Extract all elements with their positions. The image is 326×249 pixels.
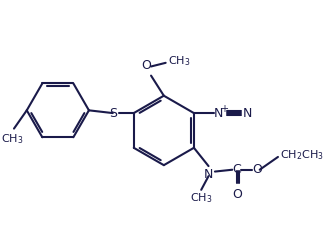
Text: CH$_3$: CH$_3$ bbox=[190, 192, 213, 205]
Text: N: N bbox=[204, 168, 213, 181]
Text: N: N bbox=[242, 107, 252, 120]
Text: O: O bbox=[232, 188, 242, 201]
Text: N: N bbox=[214, 107, 223, 120]
Text: CH$_3$: CH$_3$ bbox=[169, 54, 191, 68]
Text: S: S bbox=[109, 107, 117, 120]
Text: CH$_3$: CH$_3$ bbox=[1, 132, 23, 146]
Text: C: C bbox=[232, 163, 241, 176]
Text: O: O bbox=[252, 163, 262, 176]
Text: CH$_2$CH$_3$: CH$_2$CH$_3$ bbox=[280, 148, 324, 162]
Text: +: + bbox=[220, 104, 229, 114]
Text: O: O bbox=[141, 59, 151, 72]
